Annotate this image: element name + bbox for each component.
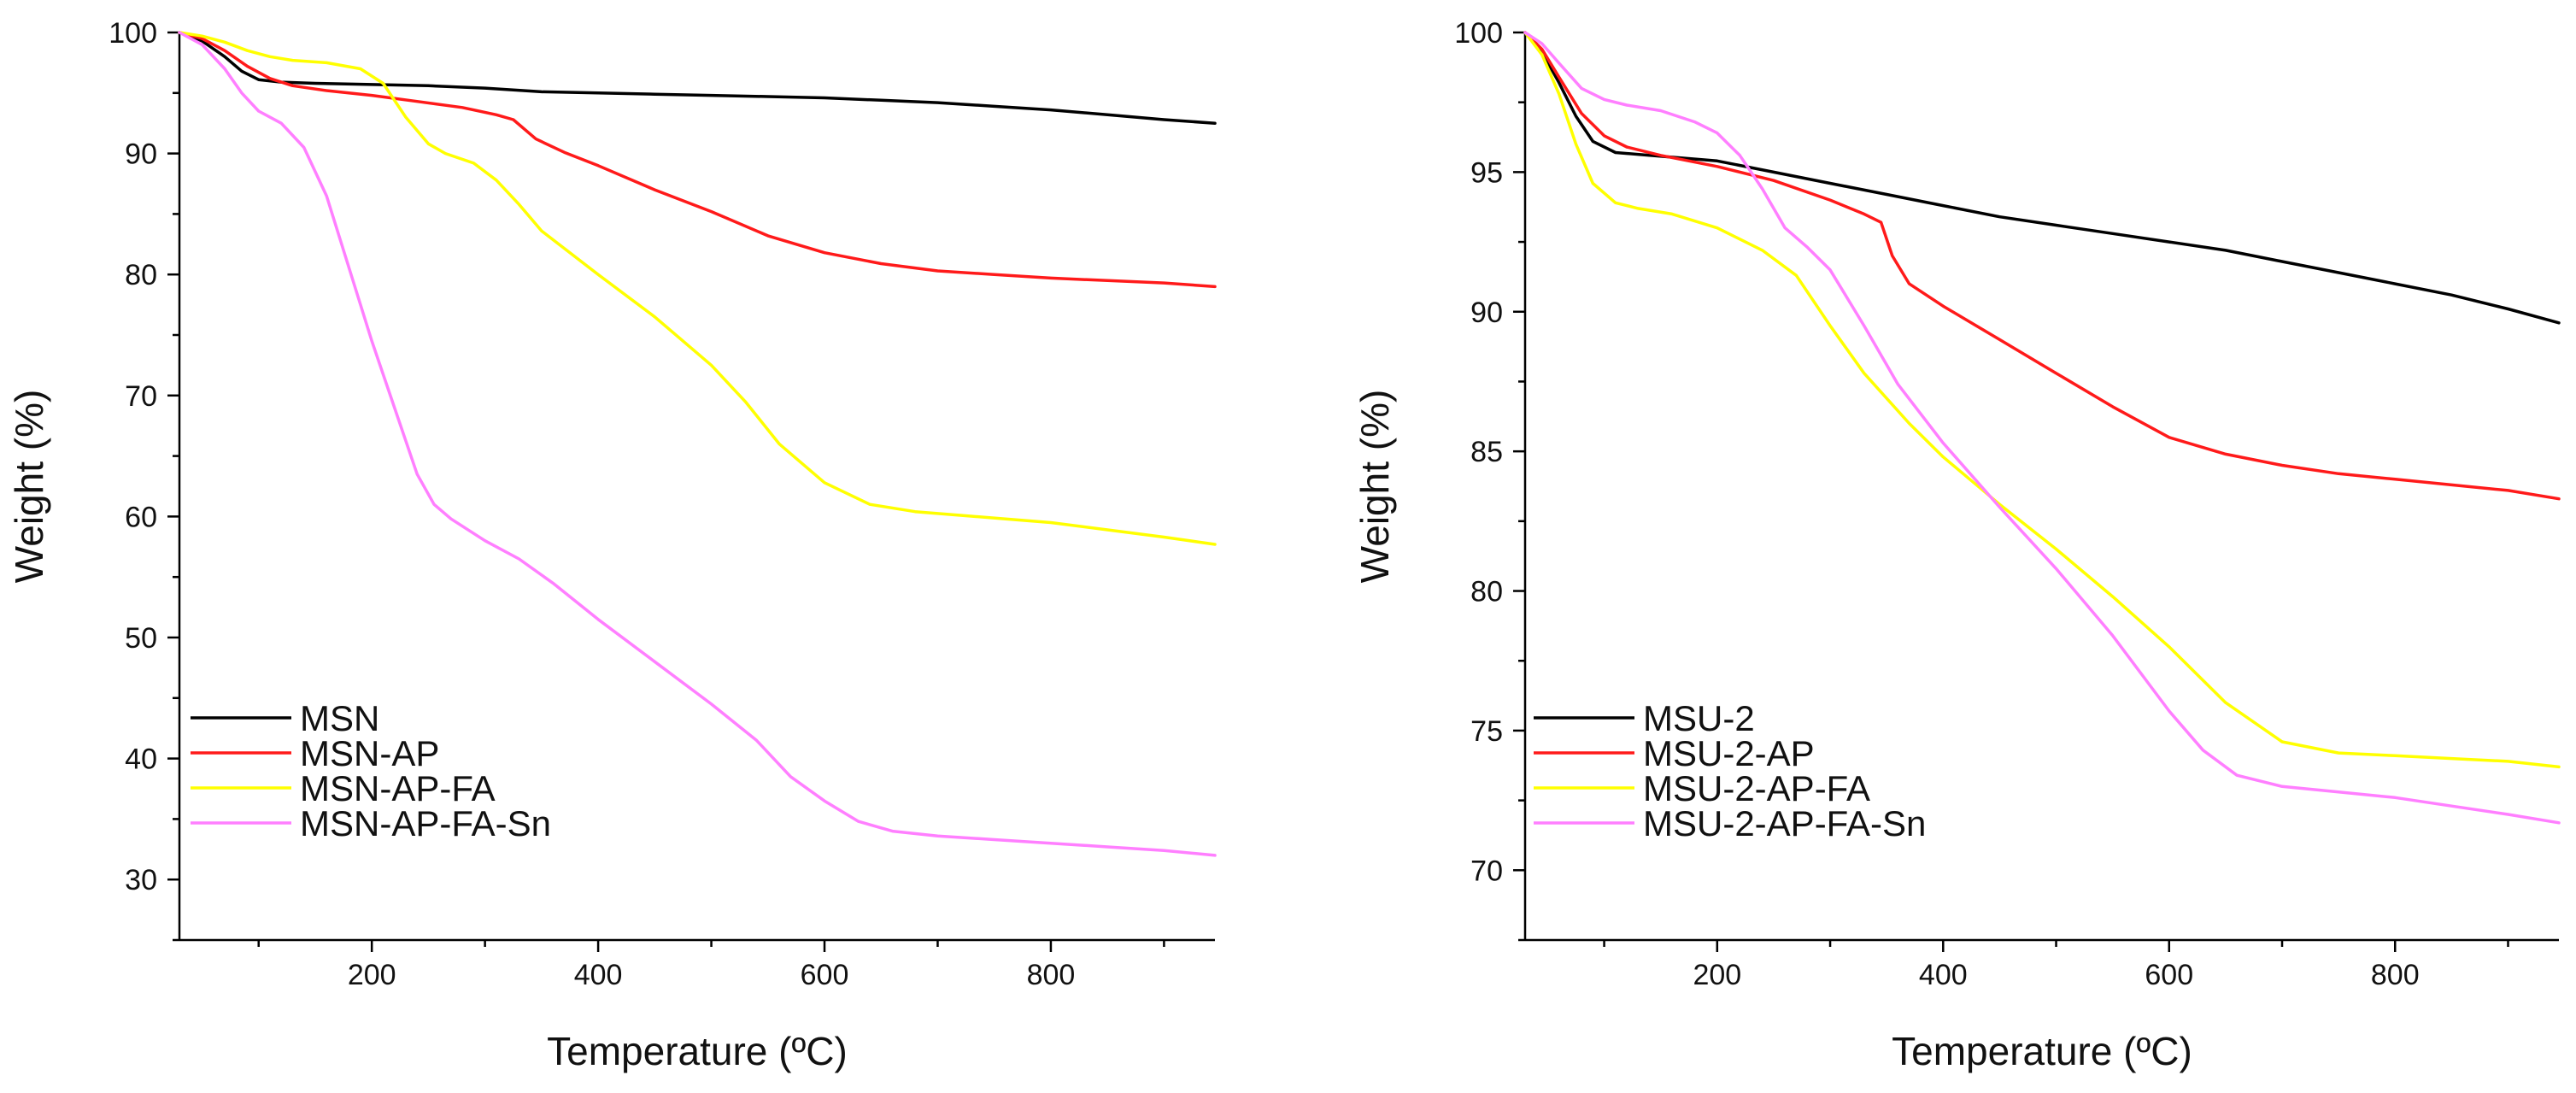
- series-line-msu-2-ap-fa: [1523, 31, 2561, 769]
- left-x-tick-label-200: 200: [348, 959, 396, 991]
- series-line-msu-2: [1523, 31, 2561, 325]
- left-y-tick-label-70: 70: [125, 380, 157, 413]
- left-y-tick-label-80: 80: [125, 259, 157, 291]
- right-y-tick-label-80: 80: [1470, 576, 1503, 608]
- right-x-tick-label-200: 200: [1693, 959, 1741, 991]
- left-y-axis-title: Weight (%): [7, 390, 51, 584]
- right-x-axis-title: Temperature (ºC): [1892, 1029, 2192, 1073]
- right-y-axis-title: Weight (%): [1353, 390, 1397, 584]
- left-x-tick-label-400: 400: [574, 959, 623, 991]
- left-x-tick-label-800: 800: [1027, 959, 1076, 991]
- series-line-msn-ap: [178, 31, 1217, 289]
- right-y-tick-label-70: 70: [1470, 855, 1503, 887]
- series-line-msu-2-ap-fa-sn: [1523, 31, 2561, 825]
- right-chart-panel: 200 400 600 800 70 75 80 85 90 95 100 Temperature (…: [1353, 17, 2561, 1073]
- left-y-tick-label-50: 50: [125, 622, 157, 655]
- right-x-tick-label-400: 400: [1919, 959, 1968, 991]
- right-x-tick-label-800: 800: [2371, 959, 2420, 991]
- right-x-tick-label-600: 600: [2145, 959, 2193, 991]
- legend-label-msn: MSN: [300, 698, 379, 738]
- left-y-tick-label-90: 90: [125, 138, 157, 171]
- legend-label-msn-ap-fa-sn: MSN-AP-FA-Sn: [300, 803, 551, 843]
- right-y-tick-label-100: 100: [1454, 17, 1503, 50]
- legend-label-msu-2-ap: MSU-2-AP: [1643, 733, 1815, 773]
- left-chart-panel: 200 400 600 800 30 40 50 60 70 80 90 100 Temperature…: [7, 17, 1217, 1073]
- right-y-tick-label-75: 75: [1470, 715, 1503, 748]
- left-x-tick-label-600: 600: [801, 959, 849, 991]
- series-line-msn-ap-fa-sn: [178, 31, 1217, 857]
- left-y-tick-label-60: 60: [125, 501, 157, 533]
- right-y-tick-label-90: 90: [1470, 297, 1503, 329]
- legend-label-msn-ap: MSN-AP: [300, 733, 439, 773]
- left-y-tick-label-30: 30: [125, 864, 157, 896]
- left-x-axis-title: Temperature (ºC): [547, 1029, 848, 1073]
- left-y-tick-label-40: 40: [125, 743, 157, 776]
- legend-label-msu-2: MSU-2: [1643, 698, 1755, 738]
- left-y-tick-label-100: 100: [109, 17, 157, 50]
- series-line-msu-2-ap: [1523, 31, 2561, 501]
- legend-label-msn-ap-fa: MSN-AP-FA: [300, 768, 496, 808]
- legend-label-msu-2-ap-fa-sn: MSU-2-AP-FA-Sn: [1643, 803, 1926, 843]
- right-y-tick-label-95: 95: [1470, 156, 1503, 189]
- series-line-msn-ap-fa: [178, 31, 1217, 546]
- series-line-msn: [178, 31, 1217, 125]
- right-y-tick-label-85: 85: [1470, 436, 1503, 468]
- legend-label-msu-2-ap-fa: MSU-2-AP-FA: [1643, 768, 1870, 808]
